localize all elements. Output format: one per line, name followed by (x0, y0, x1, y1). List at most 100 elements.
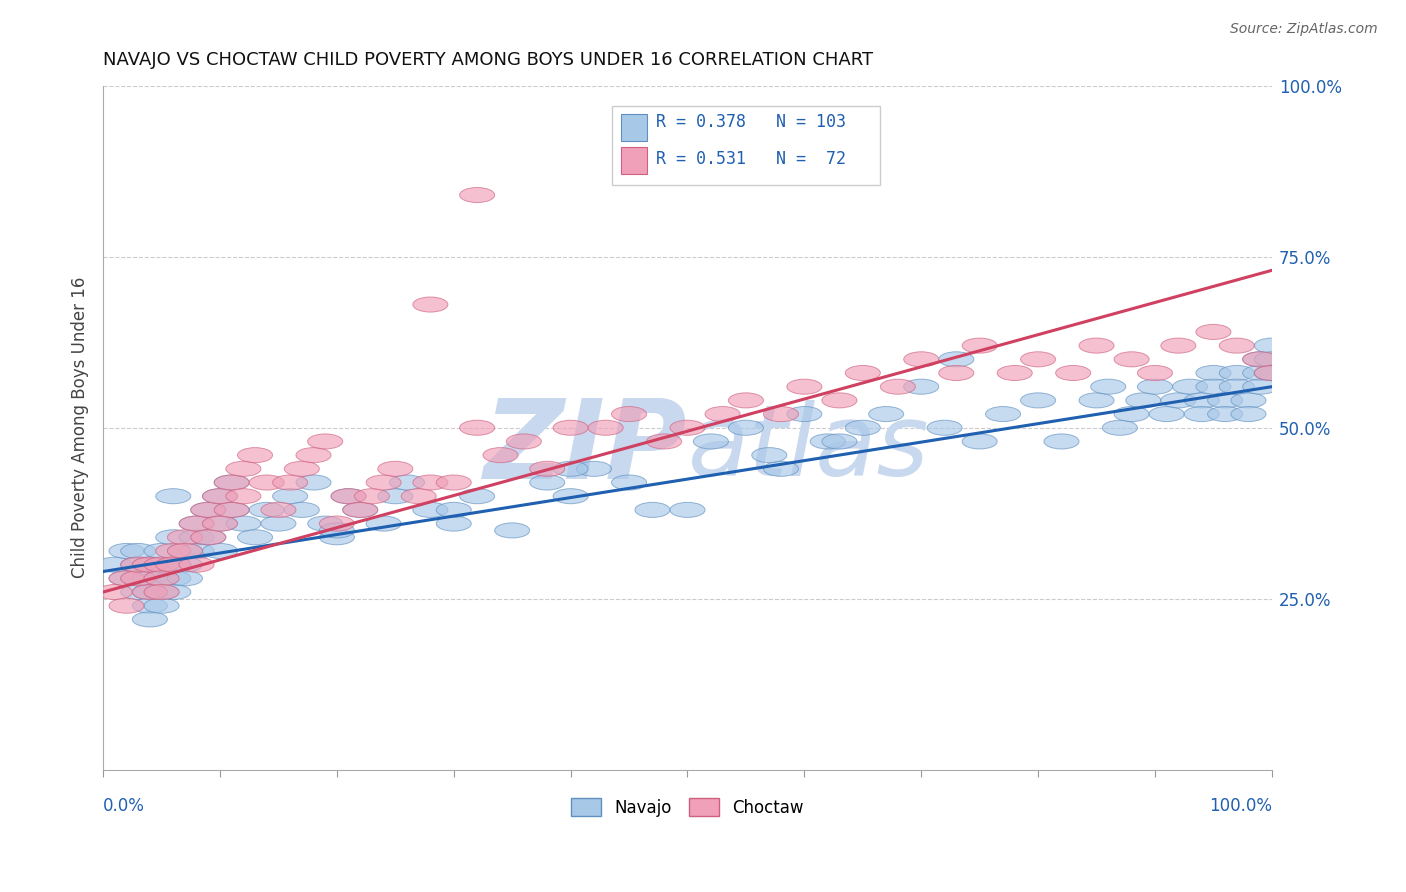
Ellipse shape (179, 516, 214, 531)
Ellipse shape (343, 502, 378, 517)
Ellipse shape (110, 571, 143, 586)
Ellipse shape (1102, 420, 1137, 435)
Ellipse shape (132, 599, 167, 614)
Ellipse shape (1243, 366, 1278, 381)
Ellipse shape (669, 420, 704, 435)
Ellipse shape (636, 502, 669, 517)
Ellipse shape (460, 489, 495, 504)
Ellipse shape (110, 571, 143, 586)
Ellipse shape (1208, 392, 1243, 408)
Ellipse shape (308, 434, 343, 449)
Ellipse shape (1091, 379, 1126, 394)
Ellipse shape (121, 584, 156, 599)
Ellipse shape (110, 599, 143, 614)
Ellipse shape (143, 558, 179, 572)
Ellipse shape (389, 475, 425, 490)
Ellipse shape (110, 543, 143, 558)
Ellipse shape (167, 543, 202, 558)
Ellipse shape (191, 530, 226, 545)
Ellipse shape (506, 434, 541, 449)
Ellipse shape (1056, 366, 1091, 381)
Ellipse shape (823, 392, 856, 408)
Ellipse shape (1149, 407, 1184, 422)
Ellipse shape (156, 489, 191, 504)
Ellipse shape (553, 420, 588, 435)
Ellipse shape (226, 461, 262, 476)
Ellipse shape (202, 516, 238, 531)
Ellipse shape (156, 558, 191, 572)
Ellipse shape (845, 420, 880, 435)
Ellipse shape (553, 461, 588, 476)
Ellipse shape (97, 584, 132, 599)
Ellipse shape (728, 420, 763, 435)
Ellipse shape (845, 366, 880, 381)
Ellipse shape (121, 571, 156, 586)
Ellipse shape (553, 489, 588, 504)
Legend: Navajo, Choctaw: Navajo, Choctaw (565, 792, 810, 823)
Ellipse shape (156, 543, 191, 558)
Ellipse shape (143, 571, 179, 586)
Ellipse shape (191, 502, 226, 517)
Ellipse shape (202, 489, 238, 504)
Ellipse shape (121, 571, 156, 586)
Ellipse shape (167, 530, 202, 545)
Ellipse shape (179, 558, 214, 572)
Ellipse shape (132, 584, 167, 599)
Ellipse shape (1254, 366, 1289, 381)
Ellipse shape (156, 571, 191, 586)
Ellipse shape (330, 489, 366, 504)
Ellipse shape (297, 448, 330, 463)
Ellipse shape (997, 366, 1032, 381)
Ellipse shape (202, 543, 238, 558)
Ellipse shape (1161, 392, 1197, 408)
FancyBboxPatch shape (612, 106, 880, 185)
Text: 0.0%: 0.0% (103, 797, 145, 815)
Ellipse shape (202, 489, 238, 504)
Ellipse shape (132, 558, 167, 572)
Ellipse shape (1208, 407, 1243, 422)
Text: Source: ZipAtlas.com: Source: ZipAtlas.com (1230, 22, 1378, 37)
Ellipse shape (1254, 351, 1289, 367)
FancyBboxPatch shape (621, 113, 647, 141)
Ellipse shape (297, 475, 330, 490)
Ellipse shape (612, 475, 647, 490)
Ellipse shape (179, 530, 214, 545)
Ellipse shape (986, 407, 1021, 422)
Ellipse shape (132, 612, 167, 627)
Ellipse shape (413, 297, 449, 312)
Ellipse shape (1243, 379, 1278, 394)
Ellipse shape (378, 489, 413, 504)
Ellipse shape (330, 489, 366, 504)
Ellipse shape (156, 530, 191, 545)
Ellipse shape (121, 543, 156, 558)
Ellipse shape (308, 516, 343, 531)
Ellipse shape (378, 461, 413, 476)
Ellipse shape (262, 516, 297, 531)
Ellipse shape (191, 502, 226, 517)
Ellipse shape (179, 516, 214, 531)
Ellipse shape (156, 584, 191, 599)
Ellipse shape (530, 475, 565, 490)
Ellipse shape (904, 351, 939, 367)
Ellipse shape (1197, 379, 1230, 394)
Ellipse shape (121, 558, 156, 572)
Ellipse shape (484, 448, 517, 463)
Ellipse shape (1254, 366, 1289, 381)
Ellipse shape (612, 407, 647, 422)
Ellipse shape (880, 379, 915, 394)
Ellipse shape (226, 516, 262, 531)
Ellipse shape (1161, 338, 1197, 353)
Ellipse shape (366, 516, 401, 531)
Ellipse shape (97, 558, 132, 572)
Ellipse shape (343, 502, 378, 517)
Ellipse shape (460, 187, 495, 202)
Ellipse shape (179, 543, 214, 558)
Ellipse shape (823, 434, 856, 449)
Ellipse shape (214, 475, 249, 490)
Ellipse shape (728, 392, 763, 408)
Text: atlas: atlas (688, 400, 929, 497)
Ellipse shape (869, 407, 904, 422)
Ellipse shape (249, 475, 284, 490)
Ellipse shape (1219, 338, 1254, 353)
Ellipse shape (495, 523, 530, 538)
